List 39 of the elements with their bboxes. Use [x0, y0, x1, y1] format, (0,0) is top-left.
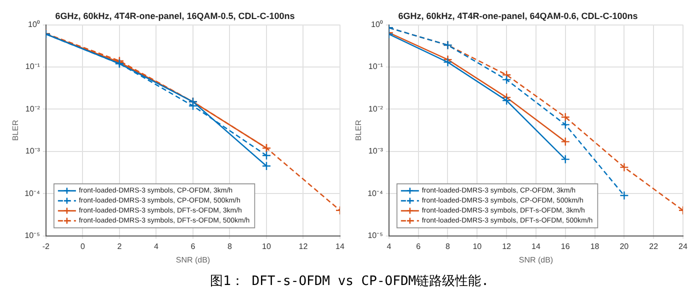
chart-title: 6GHz, 60kHz, 4T4R-one-panel, 64QAM-0.6, CDL-C-100ns	[398, 10, 638, 21]
x-tick-label: 14	[532, 242, 541, 251]
y-tick-label: 10⁻⁴	[368, 188, 384, 198]
y-tick-label: 10⁻⁴	[24, 188, 40, 198]
y-tick-label: 10⁻¹	[25, 62, 40, 72]
y-axis-title: BLER	[354, 120, 364, 141]
x-tick-label: 4	[386, 242, 392, 251]
x-tick-label: 12	[298, 242, 308, 251]
x-tick-label: 20	[620, 242, 630, 251]
x-axis-title: SNR (dB)	[176, 255, 210, 264]
x-tick-label: 0	[80, 242, 86, 251]
x-tick-label: 8	[446, 242, 451, 251]
y-tick-label: 10⁻⁵	[24, 231, 40, 240]
x-tick-label: 2	[117, 242, 122, 251]
y-tick-label: 10⁻³	[25, 146, 40, 156]
x-tick-label: 10	[472, 242, 482, 251]
x-tick-label: 12	[502, 242, 512, 251]
y-tick-label: 10⁻³	[368, 146, 384, 156]
x-tick-label: -2	[42, 242, 50, 251]
x-tick-label: 16	[560, 242, 570, 251]
y-tick-label: 10⁰	[28, 20, 40, 30]
x-tick-label: 14	[336, 242, 345, 251]
caption: 图1： DFT-s-OFDM vs CP-OFDM链路级性能.	[209, 273, 490, 290]
x-tick-label: 18	[590, 242, 600, 251]
x-tick-label: 6	[190, 242, 196, 251]
x-tick-label: 24	[678, 242, 688, 251]
x-tick-label: 6	[416, 242, 422, 251]
y-tick-label: 10⁻²	[25, 104, 40, 114]
y-tick-label: 10⁰	[371, 20, 383, 30]
y-axis-title: BLER	[11, 120, 20, 141]
chart-title: 6GHz, 60kHz, 4T4R-one-panel, 16QAM-0.5, CDL-C-100ns	[55, 10, 295, 21]
x-tick-label: 22	[649, 242, 659, 251]
y-tick-label: 10⁻¹	[368, 62, 384, 72]
x-tick-label: 10	[262, 242, 272, 251]
x-tick-label: 4	[154, 242, 159, 251]
y-tick-label: 10⁻⁵	[368, 231, 383, 240]
x-axis-title: SNR (dB)	[518, 255, 554, 264]
x-tick-label: 8	[228, 242, 232, 251]
y-tick-label: 10⁻²	[368, 104, 384, 114]
